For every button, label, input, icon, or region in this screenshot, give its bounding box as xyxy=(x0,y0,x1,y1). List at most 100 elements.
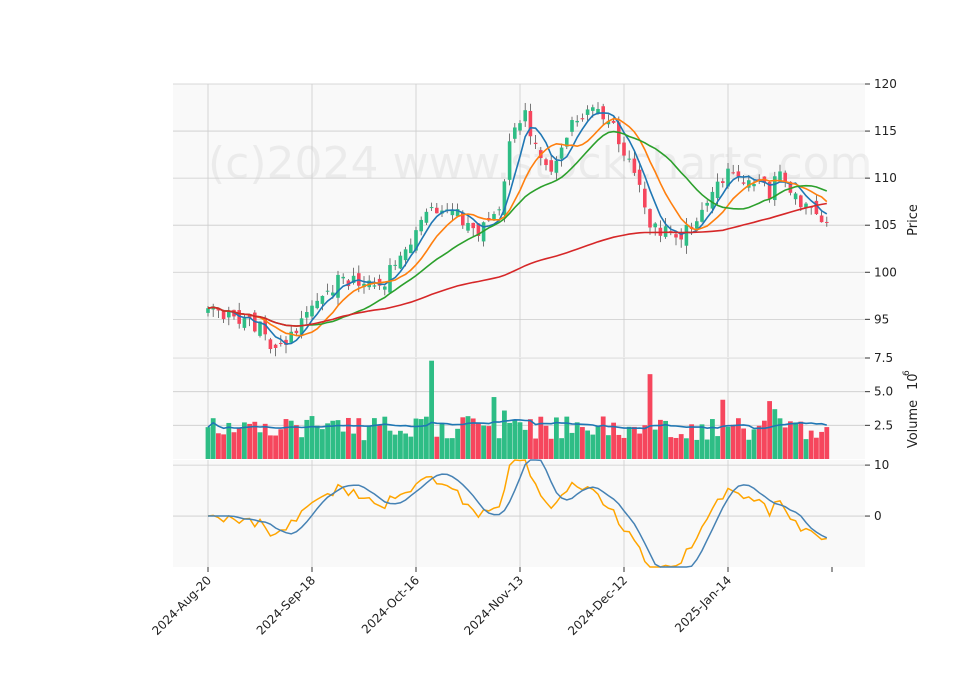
x-tick-label: 2024-Sep-18 xyxy=(254,573,318,637)
candle-body xyxy=(518,123,522,131)
candle-body xyxy=(741,182,746,184)
candle-body xyxy=(258,321,262,336)
volume-bar xyxy=(481,425,486,459)
volume-bar xyxy=(782,427,788,459)
volume-bar xyxy=(476,422,481,459)
volume-bar xyxy=(247,423,252,459)
candle-body xyxy=(585,109,590,115)
volume-bar xyxy=(616,434,622,459)
indicator-tick-label: 0 xyxy=(874,509,882,523)
volume-bar xyxy=(242,422,247,459)
volume-bar xyxy=(252,421,258,459)
candle-body xyxy=(409,244,413,254)
volume-bar xyxy=(788,421,793,459)
volume-bar xyxy=(236,428,242,459)
candle-body xyxy=(788,181,793,193)
price-tick-label: 100 xyxy=(874,265,897,279)
indicator-line xyxy=(208,459,828,568)
candle-body xyxy=(721,181,725,183)
candle-body xyxy=(570,120,574,132)
volume-bar xyxy=(262,423,268,459)
price-tick-label: 95 xyxy=(874,312,889,326)
volume-bar xyxy=(699,424,705,459)
candle-body xyxy=(273,344,278,348)
candle-body xyxy=(580,118,585,120)
volume-bar xyxy=(621,437,627,459)
volume-bar xyxy=(772,409,778,459)
candle-body xyxy=(528,110,533,137)
volume-bar xyxy=(283,419,289,459)
volume-bar xyxy=(803,439,809,459)
volume-bar xyxy=(725,426,731,459)
volume-bar xyxy=(756,425,762,459)
volume-bar xyxy=(210,418,216,459)
candle-body xyxy=(227,310,231,318)
volume-bar xyxy=(559,438,564,459)
candle-body xyxy=(648,209,652,228)
volume-bar xyxy=(741,428,746,459)
volume-bar xyxy=(465,416,471,459)
price-tick-label: 110 xyxy=(874,171,897,185)
volume-bar xyxy=(231,432,237,459)
candle-body xyxy=(559,147,564,159)
candle-body xyxy=(424,211,429,223)
volume-bar xyxy=(335,420,341,459)
candle-body xyxy=(544,159,548,166)
volume-bar xyxy=(491,397,497,459)
candle-body xyxy=(767,181,772,199)
volume-bar xyxy=(647,374,653,459)
volume-bar xyxy=(673,437,679,459)
volume-bar xyxy=(538,416,544,459)
candle-body xyxy=(825,221,829,223)
candle-body xyxy=(247,314,252,319)
volume-bar xyxy=(439,422,445,459)
volume-bar xyxy=(382,416,388,459)
candle-body xyxy=(403,249,408,261)
price-candles xyxy=(206,102,829,357)
volume-bar xyxy=(366,425,372,459)
volume-bar xyxy=(819,431,824,459)
candle-body xyxy=(533,142,538,145)
candle-body xyxy=(679,232,683,240)
indicator-line xyxy=(207,459,827,568)
volume-bar xyxy=(470,418,476,459)
volume-bar xyxy=(299,437,304,459)
volume-bar xyxy=(564,416,570,459)
candle-body xyxy=(575,120,579,123)
volume-exponent: 6 xyxy=(902,370,912,376)
volume-bar xyxy=(574,422,580,459)
volume-bar xyxy=(522,429,528,459)
volume-bar xyxy=(340,431,346,459)
volume-bar xyxy=(502,410,507,459)
volume-average-line xyxy=(207,418,828,430)
candle-body xyxy=(611,120,616,123)
volume-bar xyxy=(528,419,533,459)
candle-body xyxy=(554,160,559,173)
moving-average-line xyxy=(207,112,828,345)
candle-body xyxy=(336,274,340,298)
candle-body xyxy=(419,219,423,232)
candle-body xyxy=(346,280,351,287)
candle-body xyxy=(513,127,517,139)
volume-bar xyxy=(595,426,601,459)
volume-bar xyxy=(486,426,492,459)
volume-bar xyxy=(736,418,741,459)
volume-bar xyxy=(793,422,798,459)
candle-body xyxy=(466,222,470,231)
volume-bar xyxy=(626,426,632,459)
candle-body xyxy=(268,339,273,350)
volume-bar xyxy=(678,434,684,459)
price-axis-title: Price xyxy=(906,204,921,236)
candle-body xyxy=(320,295,325,304)
volume-bar xyxy=(611,422,616,459)
candle-body xyxy=(606,121,611,125)
candle-body xyxy=(471,222,475,229)
volume-bar xyxy=(762,420,767,459)
volume-bar xyxy=(314,425,320,459)
x-tick-label: 2024-Oct-16 xyxy=(359,573,422,636)
volume-bar xyxy=(455,428,460,459)
candle-body xyxy=(715,181,720,199)
volume-bar xyxy=(512,420,518,459)
volume-bar xyxy=(356,418,362,459)
